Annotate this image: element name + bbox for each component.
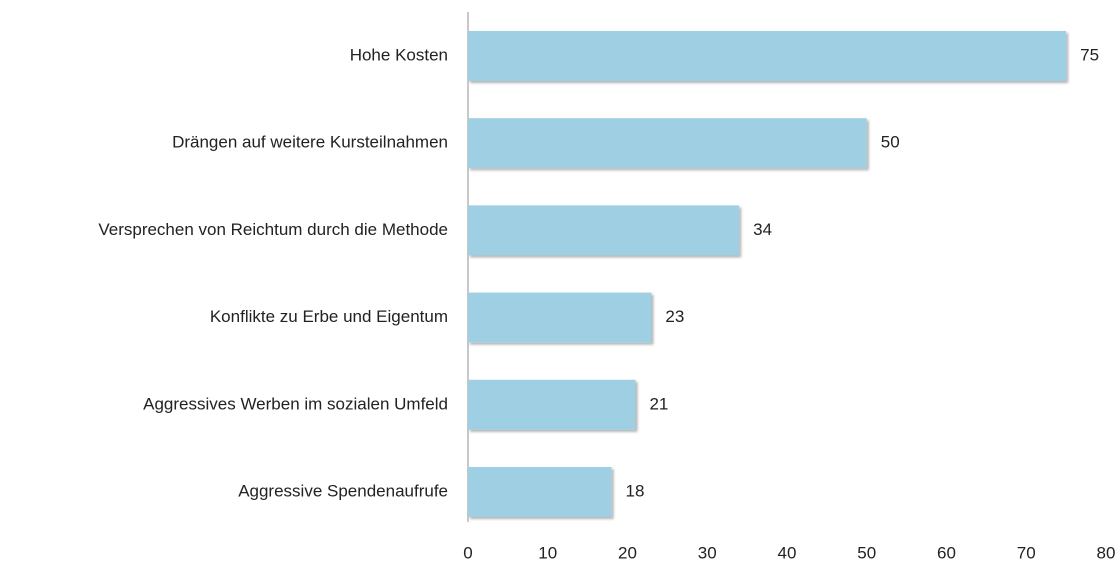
y-tick-label: Aggressives Werben im sozialen Umfeld: [143, 394, 448, 413]
x-tick-label: 70: [1017, 543, 1036, 562]
x-tick-label: 40: [778, 543, 797, 562]
value-label: 18: [626, 481, 645, 500]
value-label: 75: [1080, 45, 1099, 64]
value-label: 34: [753, 220, 772, 239]
y-tick-label: Aggressive Spendenaufrufe: [238, 481, 448, 500]
value-label: 50: [881, 133, 900, 152]
y-tick-label: Hohe Kosten: [350, 45, 448, 64]
y-tick-label: Konflikte zu Erbe und Eigentum: [210, 307, 448, 326]
bar: [468, 379, 636, 430]
bar: [468, 467, 612, 517]
bar: [468, 205, 740, 256]
y-tick-label: Drängen auf weitere Kursteilnahmen: [172, 133, 448, 152]
x-tick-label: 20: [618, 543, 637, 562]
bar: [468, 292, 652, 343]
x-tick-label: 0: [463, 543, 472, 562]
x-tick-label: 10: [538, 543, 557, 562]
value-label: 21: [649, 394, 668, 413]
bar: [468, 118, 867, 169]
x-tick-label: 30: [698, 543, 717, 562]
value-label: 23: [665, 307, 684, 326]
x-tick-label: 60: [937, 543, 956, 562]
x-tick-label: 80: [1097, 543, 1116, 562]
y-tick-label: Versprechen von Reichtum durch die Metho…: [98, 220, 448, 239]
x-tick-label: 50: [857, 543, 876, 562]
bar: [468, 31, 1067, 81]
